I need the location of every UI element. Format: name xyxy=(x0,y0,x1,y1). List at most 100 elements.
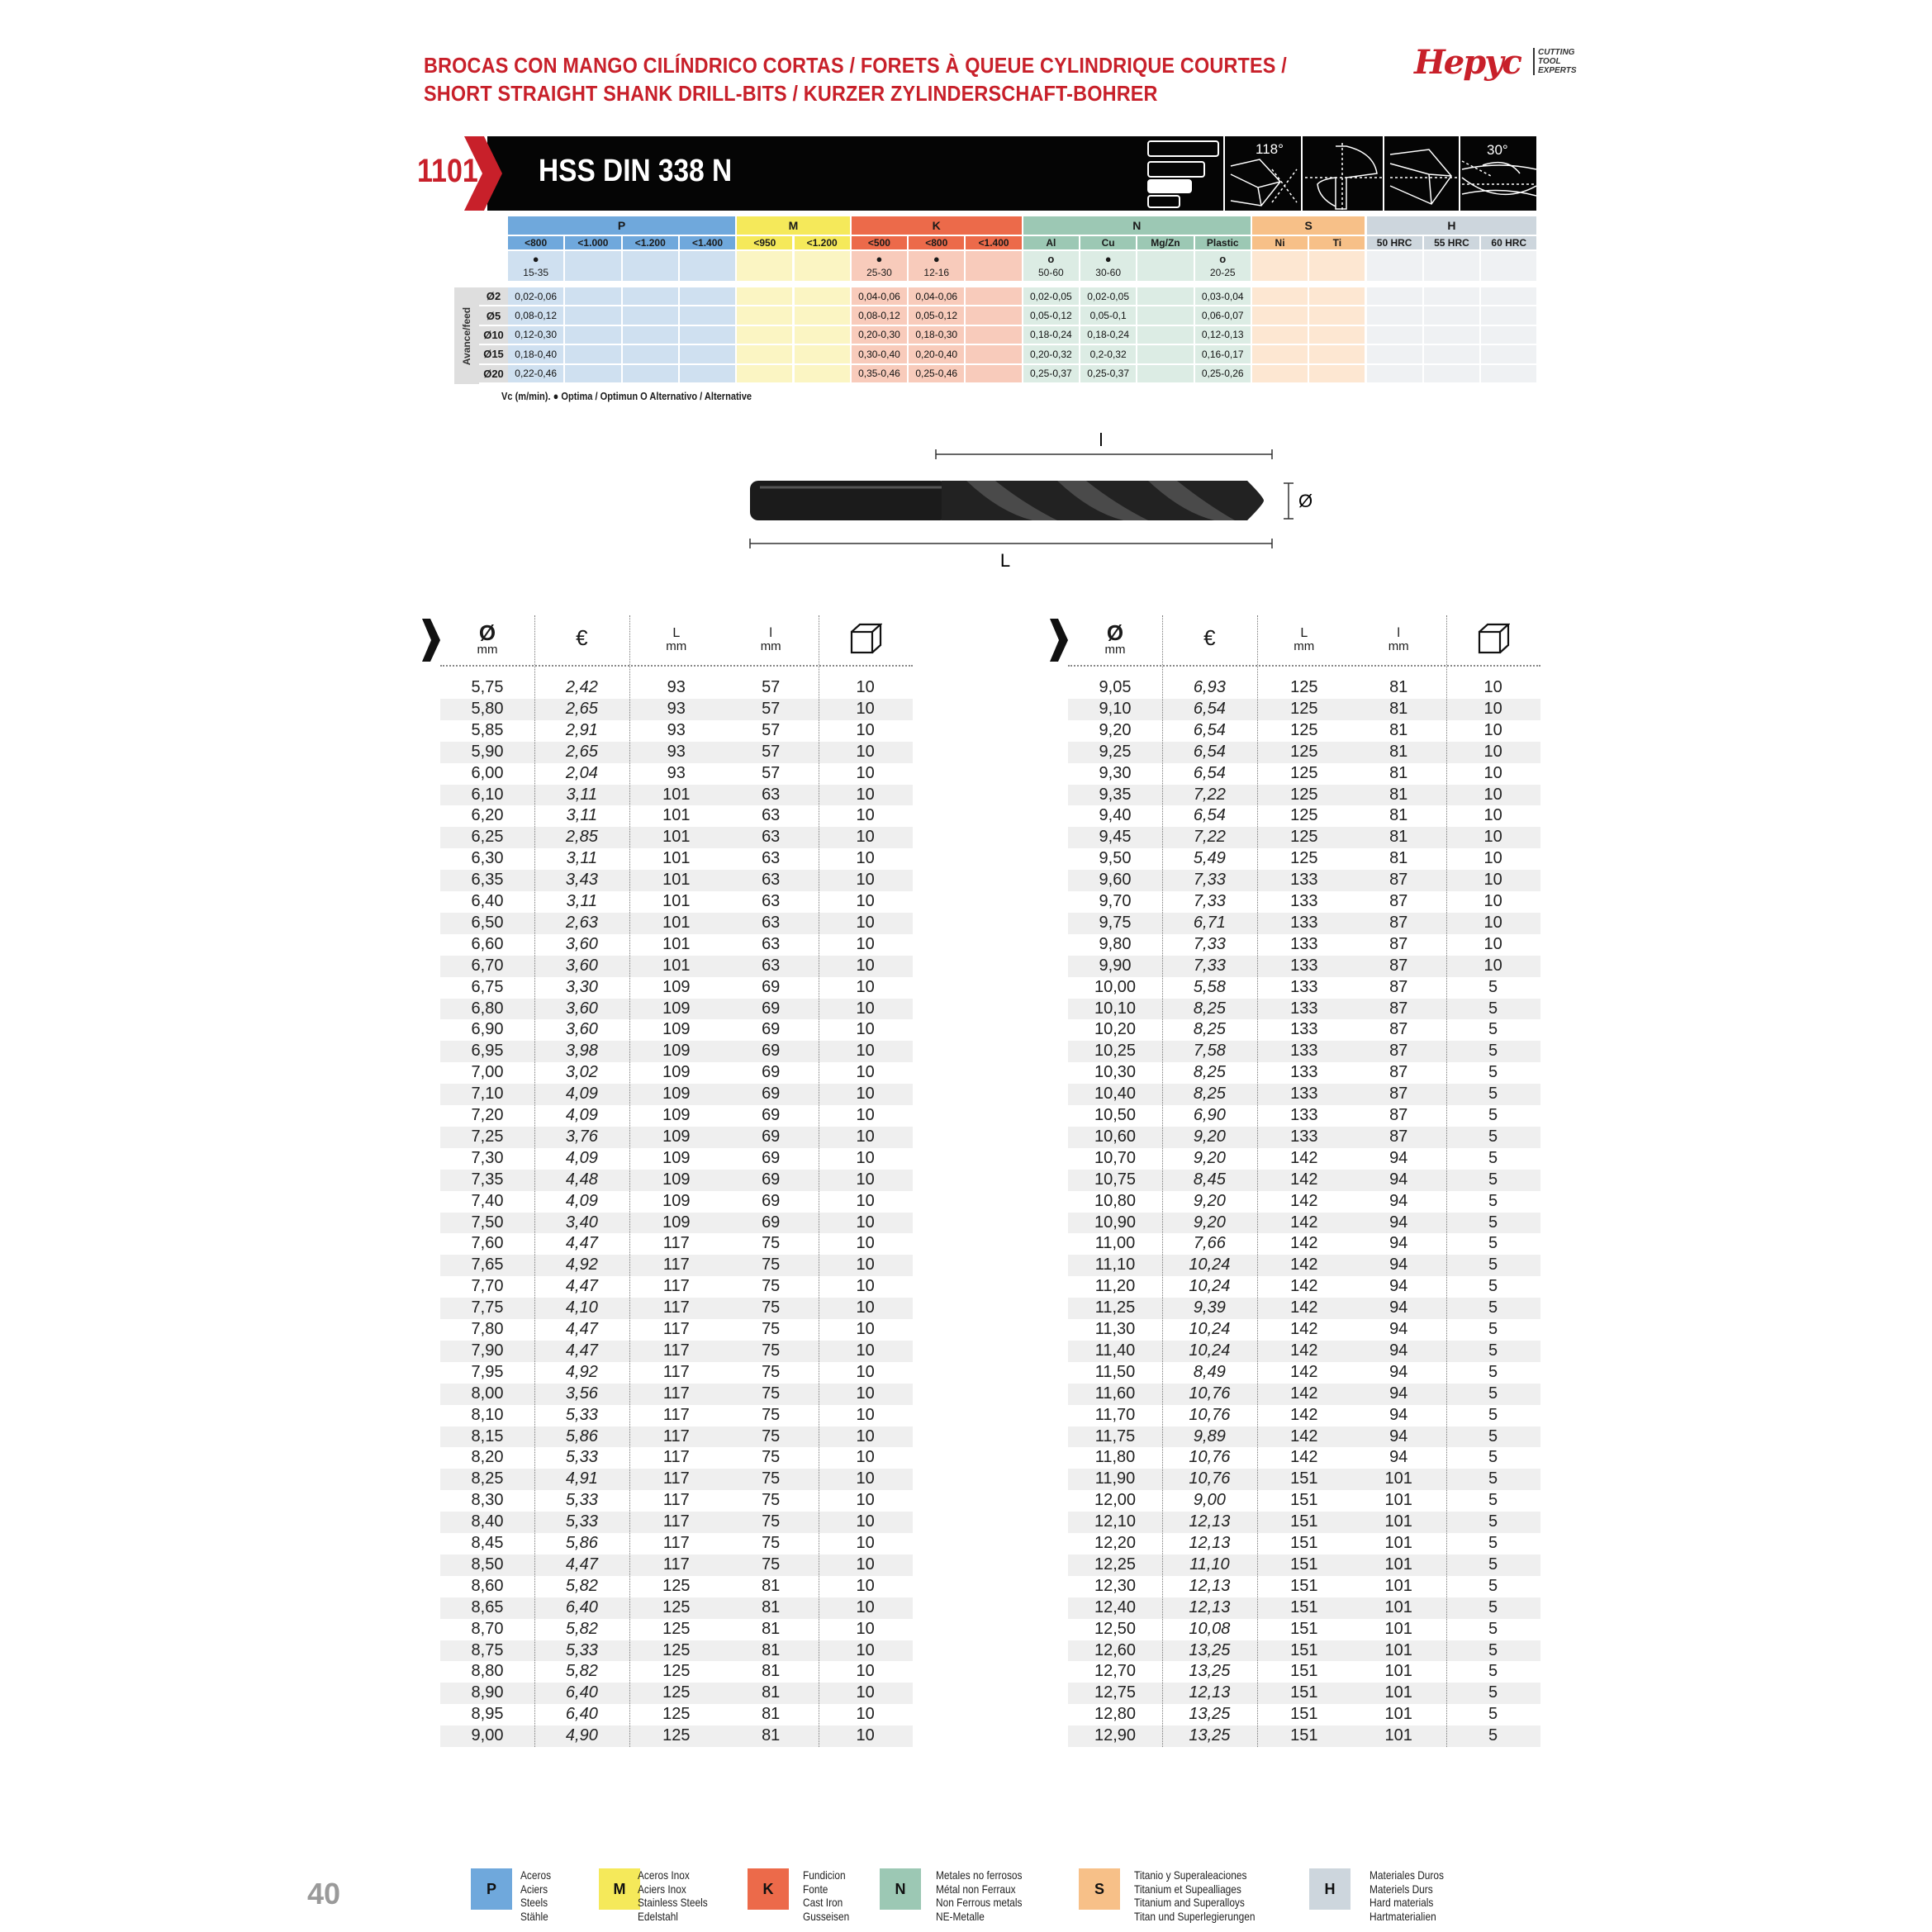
total-length-cell: 125 xyxy=(1290,699,1318,718)
flute-length-cell: 81 xyxy=(762,1597,781,1616)
pack-qty-cell: 10 xyxy=(1483,913,1502,932)
table-row: 12,80 13,25 151 101 5 xyxy=(1068,1704,1540,1726)
pack-qty-cell: 10 xyxy=(856,913,875,932)
table-row: 11,50 8,49 142 94 5 xyxy=(1068,1362,1540,1384)
price-cell: 4,10 xyxy=(565,1298,598,1317)
diameter-cell: 10,60 xyxy=(1094,1127,1137,1146)
legend-text: Titanio y Superaleaciones Titanium et Sup… xyxy=(1134,1868,1255,1923)
vc-value: 15-35 xyxy=(523,267,548,278)
table-row: 7,70 4,47 117 75 10 xyxy=(440,1276,913,1298)
feed-cell xyxy=(737,325,795,346)
feed-cell: 0,04-0,06 xyxy=(851,287,909,307)
flute-length-cell: 69 xyxy=(762,1191,781,1210)
total-length-cell: 109 xyxy=(662,1213,691,1232)
dimension-lines xyxy=(749,449,1294,548)
diameter-cell: 10,20 xyxy=(1094,1020,1137,1039)
vc-value: 50-60 xyxy=(1037,267,1064,278)
flute-length-cell: 94 xyxy=(1389,1298,1408,1317)
diameter-cell: 12,75 xyxy=(1094,1683,1137,1702)
flute-length-cell: 75 xyxy=(762,1277,781,1296)
flute-length-cell: 75 xyxy=(762,1491,781,1510)
total-length-cell: 133 xyxy=(1290,892,1318,910)
column-divider xyxy=(1445,615,1447,1747)
price-cell: 7,33 xyxy=(1193,934,1226,953)
price-cell: 13,25 xyxy=(1189,1705,1231,1724)
price-cell: 10,24 xyxy=(1189,1277,1231,1296)
flute-length-cell: 81 xyxy=(1389,742,1408,761)
flute-length-cell: 87 xyxy=(1389,871,1408,890)
price-cell: 4,47 xyxy=(565,1320,598,1338)
diameter-cell: 10,30 xyxy=(1094,1063,1137,1082)
material-subgroup: Ni xyxy=(1251,236,1310,251)
total-length-cell: 109 xyxy=(662,1191,691,1210)
feed-cell xyxy=(622,325,680,346)
flute-length-cell: 87 xyxy=(1389,913,1408,932)
price-cell: 13,25 xyxy=(1189,1662,1231,1681)
vc-cell xyxy=(966,251,1023,282)
feed-cell xyxy=(794,364,852,384)
feed-cell xyxy=(1309,306,1367,326)
diameter-cell: 12,60 xyxy=(1094,1640,1137,1659)
flute-length-cell: 81 xyxy=(762,1662,781,1681)
feed-cell xyxy=(1481,364,1539,384)
column-header xyxy=(1446,615,1540,665)
pack-qty-cell: 10 xyxy=(1483,785,1502,804)
flute-length-cell: 69 xyxy=(762,1085,781,1104)
flute-length-cell: 101 xyxy=(1384,1662,1412,1681)
total-length-cell: 109 xyxy=(662,1148,691,1167)
total-length-cell: 109 xyxy=(662,1042,691,1061)
total-length-cell: 117 xyxy=(662,1555,690,1574)
flute-length-cell: 75 xyxy=(762,1512,781,1531)
diameter-cell: 7,65 xyxy=(471,1256,504,1275)
flute-length-cell: 101 xyxy=(1384,1576,1412,1595)
flute-length-cell: 63 xyxy=(762,828,781,847)
diameter-cell: 6,80 xyxy=(471,999,504,1018)
price-cell: 4,47 xyxy=(565,1341,598,1360)
feed-cell xyxy=(565,306,623,326)
material-subgroup: Plastic xyxy=(1194,236,1252,251)
pack-qty-cell: 10 xyxy=(856,1106,875,1124)
total-length-cell: 125 xyxy=(1290,828,1318,847)
table-row: 7,35 4,48 109 69 10 xyxy=(440,1169,913,1191)
total-length-cell: 117 xyxy=(662,1277,690,1296)
header-symbol: L xyxy=(1300,626,1308,640)
price-cell: 2,65 xyxy=(565,742,598,761)
feed-cell xyxy=(1137,345,1195,365)
flute-length-cell: 63 xyxy=(762,913,781,932)
pack-qty-cell: 5 xyxy=(1488,1106,1498,1124)
diameter-cell: 6,50 xyxy=(471,913,504,932)
pack-qty-cell: 10 xyxy=(856,1362,875,1381)
feed-cell: 0,16-0,17 xyxy=(1194,345,1252,365)
feed-cell: 0,05-0,1 xyxy=(1080,306,1138,326)
material-subgroup: Al xyxy=(1023,236,1080,251)
total-length-cell: 142 xyxy=(1290,1170,1318,1189)
table-row: 6,75 3,30 109 69 10 xyxy=(440,977,913,999)
vc-value: 20-25 xyxy=(1209,267,1236,278)
legend-line: Stainless Steels xyxy=(638,1896,708,1909)
price-cell: 3,76 xyxy=(565,1127,598,1146)
header-symbol: l xyxy=(769,626,772,640)
price-cell: 4,92 xyxy=(565,1362,598,1381)
legend-text: Aceros Aciers Steels Stähle xyxy=(520,1868,551,1923)
diameter-cell: 6,10 xyxy=(471,785,504,804)
price-cell: 9,20 xyxy=(1193,1127,1226,1146)
price-cell: 3,11 xyxy=(566,849,598,868)
pack-qty-cell: 10 xyxy=(856,1020,875,1039)
vc-cell: ● 25-30 xyxy=(851,251,909,282)
pack-qty-cell: 10 xyxy=(856,1662,875,1681)
price-cell: 3,11 xyxy=(566,785,598,804)
table-row: 11,60 10,76 142 94 5 xyxy=(1068,1383,1540,1405)
pack-qty-cell: 10 xyxy=(856,742,875,761)
pack-qty-cell: 10 xyxy=(856,1555,875,1574)
pack-qty-cell: 10 xyxy=(856,1085,875,1104)
alternative-circle-icon: o xyxy=(1219,253,1227,265)
table-row: 9,75 6,71 133 87 10 xyxy=(1068,912,1540,934)
pack-qty-cell: 10 xyxy=(856,1042,875,1061)
table-row: 10,40 8,25 133 87 5 xyxy=(1068,1084,1540,1105)
table-row: 9,80 7,33 133 87 10 xyxy=(1068,934,1540,956)
split-point-cross-section-icon xyxy=(1305,143,1384,211)
red-chevron-icon xyxy=(464,136,502,211)
total-length-cell: 133 xyxy=(1290,977,1318,996)
table-row: 6,25 2,85 101 63 10 xyxy=(440,827,913,849)
vc-cell: o 20-25 xyxy=(1194,251,1252,282)
